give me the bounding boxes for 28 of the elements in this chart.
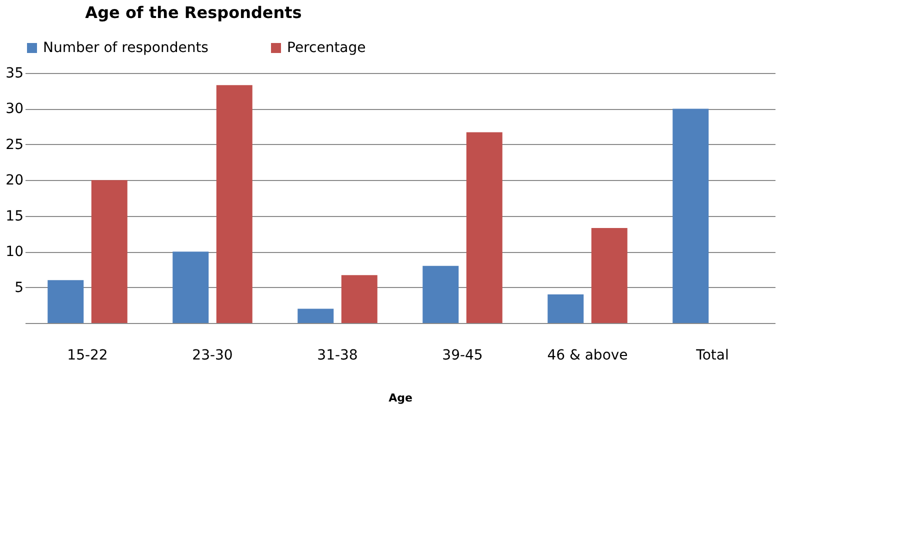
bar bbox=[466, 132, 502, 323]
bar bbox=[548, 294, 584, 323]
y-tick-label: 10 bbox=[6, 244, 24, 260]
bar bbox=[91, 180, 128, 323]
legend-label: Number of respondents bbox=[43, 40, 208, 56]
y-tick-label: 15 bbox=[6, 208, 24, 224]
bar bbox=[341, 275, 378, 323]
legend-label: Percentage bbox=[287, 40, 366, 56]
y-tick-label: 30 bbox=[6, 101, 24, 118]
bar bbox=[298, 308, 334, 323]
x-tick-label: 15-22 bbox=[67, 348, 108, 364]
x-tick-label: 39-45 bbox=[442, 348, 483, 364]
y-tick-label: 5 bbox=[14, 280, 24, 296]
y-tick-label: 35 bbox=[6, 66, 24, 82]
x-tick-label: 23-30 bbox=[192, 348, 233, 364]
bar bbox=[672, 108, 709, 323]
bar bbox=[591, 228, 628, 323]
bar bbox=[216, 85, 252, 323]
bar bbox=[172, 252, 209, 323]
x-tick-label: 31-38 bbox=[317, 348, 358, 364]
x-axis-title: Age bbox=[388, 392, 412, 404]
y-tick-label: 20 bbox=[6, 172, 24, 189]
x-tick-label: Total bbox=[695, 348, 729, 364]
bar bbox=[48, 280, 84, 323]
chart-title: Age of the Respondents bbox=[85, 3, 302, 22]
y-tick-label: 25 bbox=[6, 136, 24, 153]
x-tick-label: 46 & above bbox=[547, 348, 628, 364]
bar bbox=[422, 266, 459, 323]
